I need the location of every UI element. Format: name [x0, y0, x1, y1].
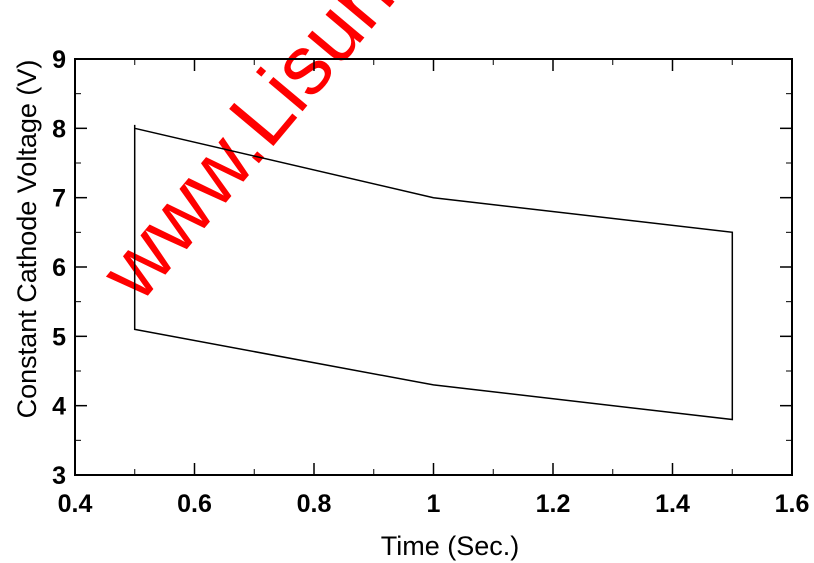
x-tick-label: 0.8	[297, 490, 332, 518]
x-tick-label: 1.6	[775, 490, 810, 518]
x-tick-label: 1	[427, 490, 441, 518]
y-tick-label: 3	[52, 462, 66, 490]
y-tick-label: 5	[52, 323, 66, 351]
y-tick-label: 4	[52, 393, 66, 421]
x-tick-label: 0.4	[58, 490, 93, 518]
series-line	[133, 124, 734, 421]
y-tick-label: 7	[52, 185, 66, 213]
y-tick-label: 6	[52, 254, 66, 282]
x-tick-label: 1.4	[655, 490, 690, 518]
watermark-text: www.Lisun	[81, 0, 412, 317]
x-tick-label: 0.6	[177, 490, 212, 518]
x-tick-label: 1.2	[536, 490, 571, 518]
x-axis-title: Time (Sec.)	[381, 531, 520, 561]
y-axis-title: Constant Cathode Voltage (V)	[12, 60, 42, 419]
y-tick-label: 9	[52, 46, 66, 74]
y-tick-label: 8	[52, 115, 66, 143]
